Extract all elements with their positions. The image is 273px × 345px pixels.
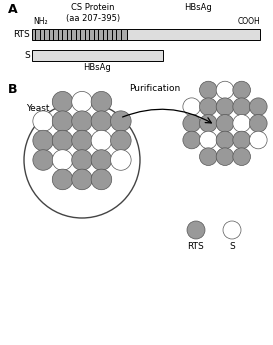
Circle shape: [200, 148, 217, 166]
Text: HBsAg: HBsAg: [84, 63, 111, 72]
Circle shape: [200, 131, 217, 149]
Circle shape: [183, 131, 201, 149]
Circle shape: [91, 111, 112, 131]
Text: S: S: [229, 242, 235, 251]
Text: B: B: [8, 83, 17, 96]
Text: RTS: RTS: [13, 30, 30, 39]
Circle shape: [233, 81, 250, 99]
Circle shape: [233, 131, 250, 149]
Circle shape: [111, 130, 131, 151]
Circle shape: [187, 221, 205, 239]
Text: A: A: [8, 3, 18, 16]
Circle shape: [52, 150, 73, 170]
Circle shape: [72, 111, 92, 131]
Circle shape: [33, 130, 54, 151]
Circle shape: [216, 115, 234, 132]
Circle shape: [200, 98, 217, 116]
Circle shape: [91, 91, 112, 112]
Circle shape: [52, 111, 73, 131]
Bar: [32, 50, 163, 61]
Circle shape: [52, 130, 73, 151]
Circle shape: [111, 150, 131, 170]
Circle shape: [216, 98, 234, 116]
Circle shape: [33, 150, 54, 170]
Circle shape: [250, 131, 267, 149]
Text: HBsAg: HBsAg: [184, 3, 212, 12]
Text: Purification: Purification: [129, 84, 181, 93]
Text: CS Protein
(aa 207-395): CS Protein (aa 207-395): [66, 3, 120, 23]
Circle shape: [233, 148, 250, 166]
Circle shape: [52, 91, 73, 112]
Text: COOH: COOH: [237, 17, 260, 26]
Circle shape: [216, 148, 234, 166]
Circle shape: [91, 150, 112, 170]
Circle shape: [183, 98, 201, 116]
Circle shape: [72, 130, 92, 151]
Circle shape: [183, 115, 201, 132]
Text: S: S: [24, 51, 30, 60]
Circle shape: [72, 169, 92, 190]
Circle shape: [91, 169, 112, 190]
Circle shape: [200, 81, 217, 99]
Circle shape: [223, 221, 241, 239]
Circle shape: [216, 131, 234, 149]
Circle shape: [111, 111, 131, 131]
Circle shape: [72, 91, 92, 112]
Circle shape: [216, 81, 234, 99]
Text: RTS: RTS: [188, 242, 204, 251]
Circle shape: [233, 98, 250, 116]
Circle shape: [52, 169, 73, 190]
Circle shape: [72, 150, 92, 170]
Circle shape: [33, 111, 54, 131]
Circle shape: [250, 98, 267, 116]
Text: NH₂: NH₂: [33, 17, 48, 26]
Circle shape: [200, 115, 217, 132]
Circle shape: [91, 130, 112, 151]
Bar: [127, 29, 260, 40]
Bar: [32, 29, 127, 40]
Circle shape: [250, 115, 267, 132]
Circle shape: [233, 115, 250, 132]
Text: Yeast: Yeast: [26, 104, 49, 113]
